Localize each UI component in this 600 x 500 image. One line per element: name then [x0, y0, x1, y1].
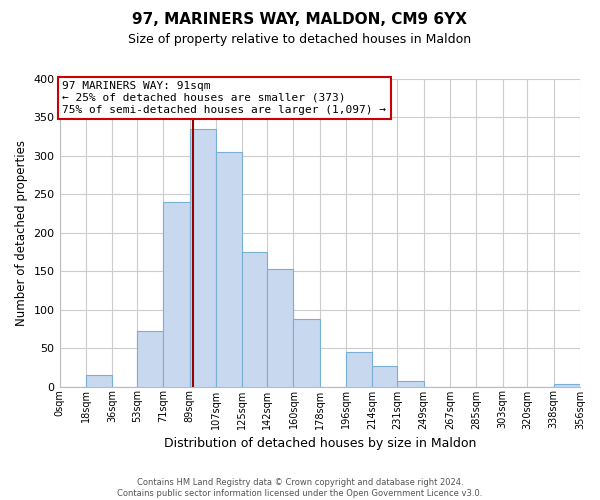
Text: 97, MARINERS WAY, MALDON, CM9 6YX: 97, MARINERS WAY, MALDON, CM9 6YX — [133, 12, 467, 28]
Bar — [137, 331, 163, 386]
Bar — [397, 381, 424, 386]
Bar — [293, 319, 320, 386]
Text: Contains HM Land Registry data © Crown copyright and database right 2024.
Contai: Contains HM Land Registry data © Crown c… — [118, 478, 482, 498]
Y-axis label: Number of detached properties: Number of detached properties — [15, 140, 28, 326]
Bar — [267, 269, 293, 386]
Bar — [216, 152, 242, 386]
Bar — [163, 202, 190, 386]
Bar — [86, 375, 112, 386]
Bar — [554, 384, 580, 386]
Bar — [190, 129, 216, 386]
X-axis label: Distribution of detached houses by size in Maldon: Distribution of detached houses by size … — [164, 437, 476, 450]
Bar — [346, 352, 373, 386]
Bar — [242, 252, 267, 386]
Text: 97 MARINERS WAY: 91sqm
← 25% of detached houses are smaller (373)
75% of semi-de: 97 MARINERS WAY: 91sqm ← 25% of detached… — [62, 82, 386, 114]
Bar — [373, 366, 397, 386]
Text: Size of property relative to detached houses in Maldon: Size of property relative to detached ho… — [128, 32, 472, 46]
